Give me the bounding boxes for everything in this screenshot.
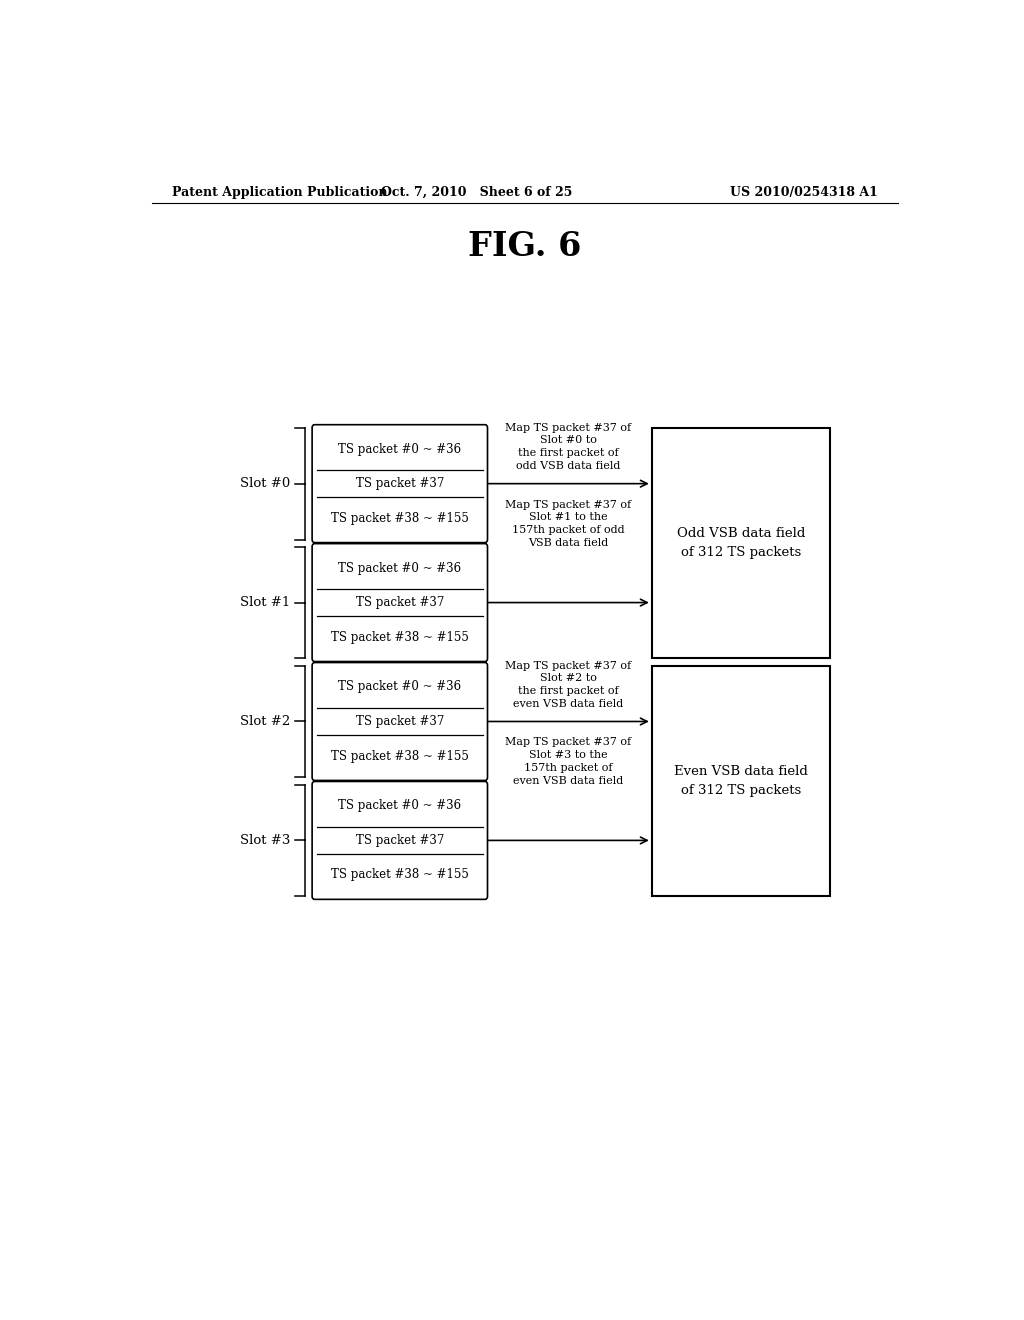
Text: Map TS packet #37 of
Slot #0 to
the first packet of
odd VSB data field: Map TS packet #37 of Slot #0 to the firs…	[506, 422, 632, 471]
Text: Slot #0: Slot #0	[241, 477, 291, 490]
Text: Oct. 7, 2010   Sheet 6 of 25: Oct. 7, 2010 Sheet 6 of 25	[382, 186, 572, 199]
Bar	[652, 665, 830, 896]
Text: TS packet #0 ~ #36: TS packet #0 ~ #36	[338, 442, 462, 455]
Text: Patent Application Publication: Patent Application Publication	[172, 186, 387, 199]
Text: TS packet #37: TS packet #37	[355, 477, 444, 490]
Bar	[652, 428, 830, 659]
Text: TS packet #0 ~ #36: TS packet #0 ~ #36	[338, 800, 462, 812]
Text: TS packet #38 ~ #155: TS packet #38 ~ #155	[331, 869, 469, 882]
Text: Odd VSB data field
of 312 TS packets: Odd VSB data field of 312 TS packets	[677, 527, 805, 560]
Text: TS packet #0 ~ #36: TS packet #0 ~ #36	[338, 561, 462, 574]
FancyBboxPatch shape	[312, 425, 487, 543]
Text: US 2010/0254318 A1: US 2010/0254318 A1	[730, 186, 878, 199]
Text: FIG. 6: FIG. 6	[468, 230, 582, 263]
Text: Map TS packet #37 of
Slot #1 to the
157th packet of odd
VSB data field: Map TS packet #37 of Slot #1 to the 157t…	[506, 499, 632, 548]
Text: Slot #1: Slot #1	[241, 597, 291, 609]
Text: Map TS packet #37 of
Slot #2 to
the first packet of
even VSB data field: Map TS packet #37 of Slot #2 to the firs…	[506, 660, 632, 709]
Text: Map TS packet #37 of
Slot #3 to the
157th packet of
even VSB data field: Map TS packet #37 of Slot #3 to the 157t…	[506, 738, 632, 785]
Text: Slot #3: Slot #3	[241, 834, 291, 847]
Text: TS packet #37: TS packet #37	[355, 715, 444, 729]
Text: Even VSB data field
of 312 TS packets: Even VSB data field of 312 TS packets	[674, 766, 808, 797]
Text: TS packet #38 ~ #155: TS packet #38 ~ #155	[331, 631, 469, 644]
Text: TS packet #37: TS packet #37	[355, 597, 444, 609]
FancyBboxPatch shape	[312, 663, 487, 780]
FancyBboxPatch shape	[312, 781, 487, 899]
FancyBboxPatch shape	[312, 544, 487, 661]
Text: TS packet #0 ~ #36: TS packet #0 ~ #36	[338, 680, 462, 693]
Text: TS packet #37: TS packet #37	[355, 834, 444, 847]
Text: TS packet #38 ~ #155: TS packet #38 ~ #155	[331, 750, 469, 763]
Text: Slot #2: Slot #2	[241, 715, 291, 729]
Text: TS packet #38 ~ #155: TS packet #38 ~ #155	[331, 512, 469, 525]
